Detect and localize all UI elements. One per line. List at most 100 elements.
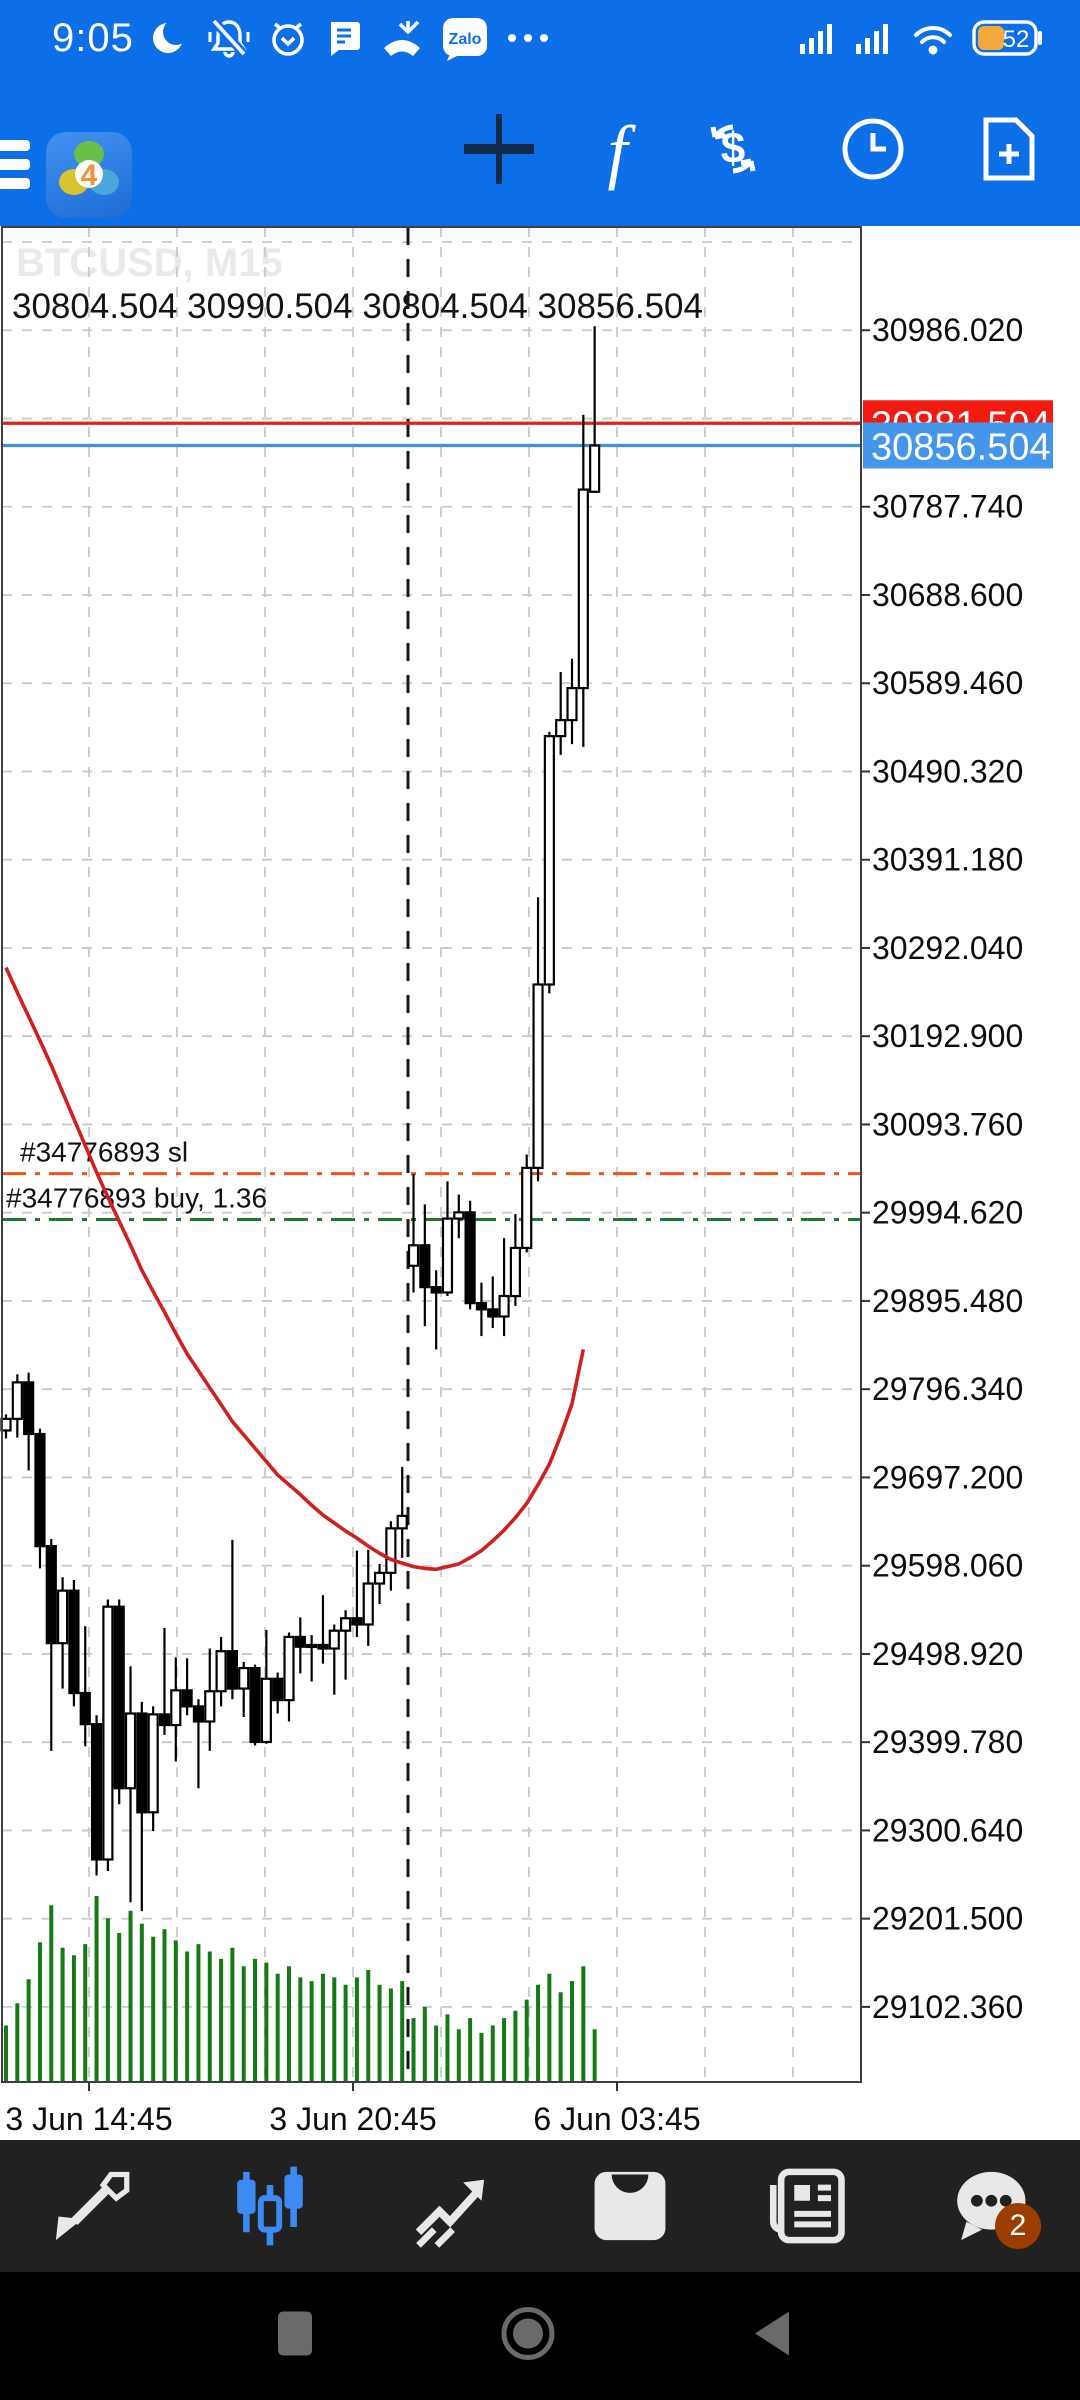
- y-axis-label: 30986.020: [872, 312, 1023, 348]
- news-button[interactable]: [765, 2161, 855, 2251]
- candle: [498, 1294, 510, 1318]
- candle: [487, 1308, 499, 1318]
- candle: [543, 735, 555, 986]
- message-doc-icon: [324, 16, 364, 60]
- moving-average-line: [4, 966, 586, 1572]
- candle: [136, 1712, 148, 1814]
- candle: [238, 1666, 250, 1690]
- y-axis-label: 29895.480: [872, 1283, 1023, 1319]
- crescent-moon-icon: [148, 16, 192, 60]
- candle: [555, 719, 567, 738]
- history-button[interactable]: [585, 2161, 675, 2251]
- wifi-icon: [910, 19, 956, 57]
- charts-button[interactable]: [225, 2161, 315, 2251]
- y-axis-label: 30688.600: [872, 577, 1023, 613]
- candle: [11, 1381, 23, 1420]
- battery-percent-text: 52: [1003, 26, 1030, 53]
- indicators-button[interactable]: [405, 2161, 495, 2251]
- trade-button[interactable]: [45, 2161, 135, 2251]
- candle: [102, 1605, 114, 1861]
- y-axis-label: 29300.640: [872, 1812, 1023, 1848]
- ohlc-info-line: 30804.504 30990.504 30804.504 30856.504: [12, 287, 703, 326]
- price-chart[interactable]: BTCUSD, M15 #34776893 sl #34776893 buy, 1.…: [0, 226, 1080, 2140]
- candlestick-chart-icon: [237, 2166, 303, 2246]
- trade-arrows-icon: [55, 2171, 130, 2241]
- y-axis-label: 29994.620: [872, 1195, 1023, 1231]
- trade-sl-label: #34776893 sl: [20, 1137, 188, 1168]
- top-toolbar: 4 f $: [0, 76, 1080, 226]
- x-axis-label: 3 Jun 14:45: [5, 2101, 172, 2137]
- candle: [34, 1432, 46, 1548]
- x-axis-label: 3 Jun 20:45: [269, 2101, 436, 2137]
- candle: [385, 1527, 397, 1574]
- bottom-toolbar: 2: [0, 2140, 1080, 2272]
- y-axis-label: 30391.180: [872, 842, 1023, 878]
- crosshair-icon[interactable]: [460, 110, 538, 193]
- x-axis-label: 6 Jun 03:45: [533, 2101, 700, 2137]
- new-order-icon[interactable]: [978, 114, 1040, 189]
- chart-area[interactable]: BTCUSD, M15 #34776893 sl #34776893 buy, 1.…: [0, 226, 1080, 2140]
- y-axis-label: 29102.360: [872, 1989, 1023, 2025]
- candle: [23, 1381, 35, 1436]
- candle: [521, 1166, 533, 1250]
- back-triangle-icon[interactable]: [753, 2310, 791, 2363]
- candle: [419, 1244, 431, 1289]
- candle: [45, 1545, 57, 1645]
- function-icon[interactable]: f: [607, 111, 628, 191]
- android-nav-bar: [0, 2272, 1080, 2400]
- candle: [147, 1713, 159, 1814]
- recents-square-icon[interactable]: [278, 2311, 312, 2361]
- candle: [294, 1635, 306, 1648]
- candle: [272, 1677, 284, 1702]
- candle: [351, 1617, 363, 1626]
- bell-muted-icon: [206, 16, 252, 60]
- candle: [170, 1689, 182, 1727]
- trend-line-icon: [415, 2179, 485, 2248]
- zalo-icon: Zalo: [440, 13, 490, 63]
- y-axis-label: 29399.780: [872, 1724, 1023, 1760]
- candle: [396, 1514, 408, 1530]
- y-axis-label: 29498.920: [872, 1636, 1023, 1672]
- candle: [328, 1629, 340, 1650]
- home-circle-icon[interactable]: [500, 2306, 556, 2367]
- more-dots-icon: [504, 30, 552, 46]
- candle: [407, 1244, 420, 1267]
- y-axis-label: 29796.340: [872, 1371, 1023, 1407]
- candle: [509, 1246, 521, 1298]
- y-axis-label: 30490.320: [872, 753, 1023, 789]
- candle: [56, 1589, 69, 1645]
- battery-icon: 52: [972, 18, 1044, 58]
- message-count-badge: 2: [995, 2203, 1041, 2249]
- candle: [113, 1605, 125, 1790]
- y-axis-label: 30093.760: [872, 1106, 1023, 1142]
- app-logo[interactable]: 4: [46, 132, 132, 218]
- missed-call-icon: [378, 16, 426, 60]
- symbol-watermark: BTCUSD, M15: [16, 241, 283, 285]
- candle: [90, 1723, 103, 1861]
- candle: [215, 1650, 227, 1693]
- signal-bars-icon: [798, 20, 838, 56]
- inbox-tray-icon: [594, 2171, 666, 2241]
- status-bar: 9:05: [0, 0, 1080, 76]
- candle: [260, 1677, 272, 1744]
- clock-icon[interactable]: [838, 114, 908, 189]
- candle: [283, 1635, 295, 1702]
- y-axis-label: 29697.200: [872, 1459, 1023, 1495]
- clock-text: 9:05: [52, 15, 134, 60]
- price-badge-text: 30856.504: [871, 427, 1051, 469]
- candle: [475, 1302, 488, 1311]
- currency-exchange-icon[interactable]: $: [697, 113, 769, 190]
- candle: [306, 1643, 318, 1649]
- candle: [441, 1217, 454, 1294]
- app-logo-number: 4: [81, 159, 98, 192]
- candle: [430, 1286, 442, 1294]
- svg-text:$: $: [721, 124, 745, 173]
- candle: [566, 686, 578, 722]
- price-badge-blue: [863, 422, 1053, 469]
- candle: [589, 444, 601, 493]
- menu-icon[interactable]: [0, 140, 30, 197]
- y-axis-label: 30192.900: [872, 1018, 1023, 1054]
- messages-button[interactable]: 2: [945, 2161, 1041, 2251]
- zalo-label: Zalo: [448, 31, 481, 48]
